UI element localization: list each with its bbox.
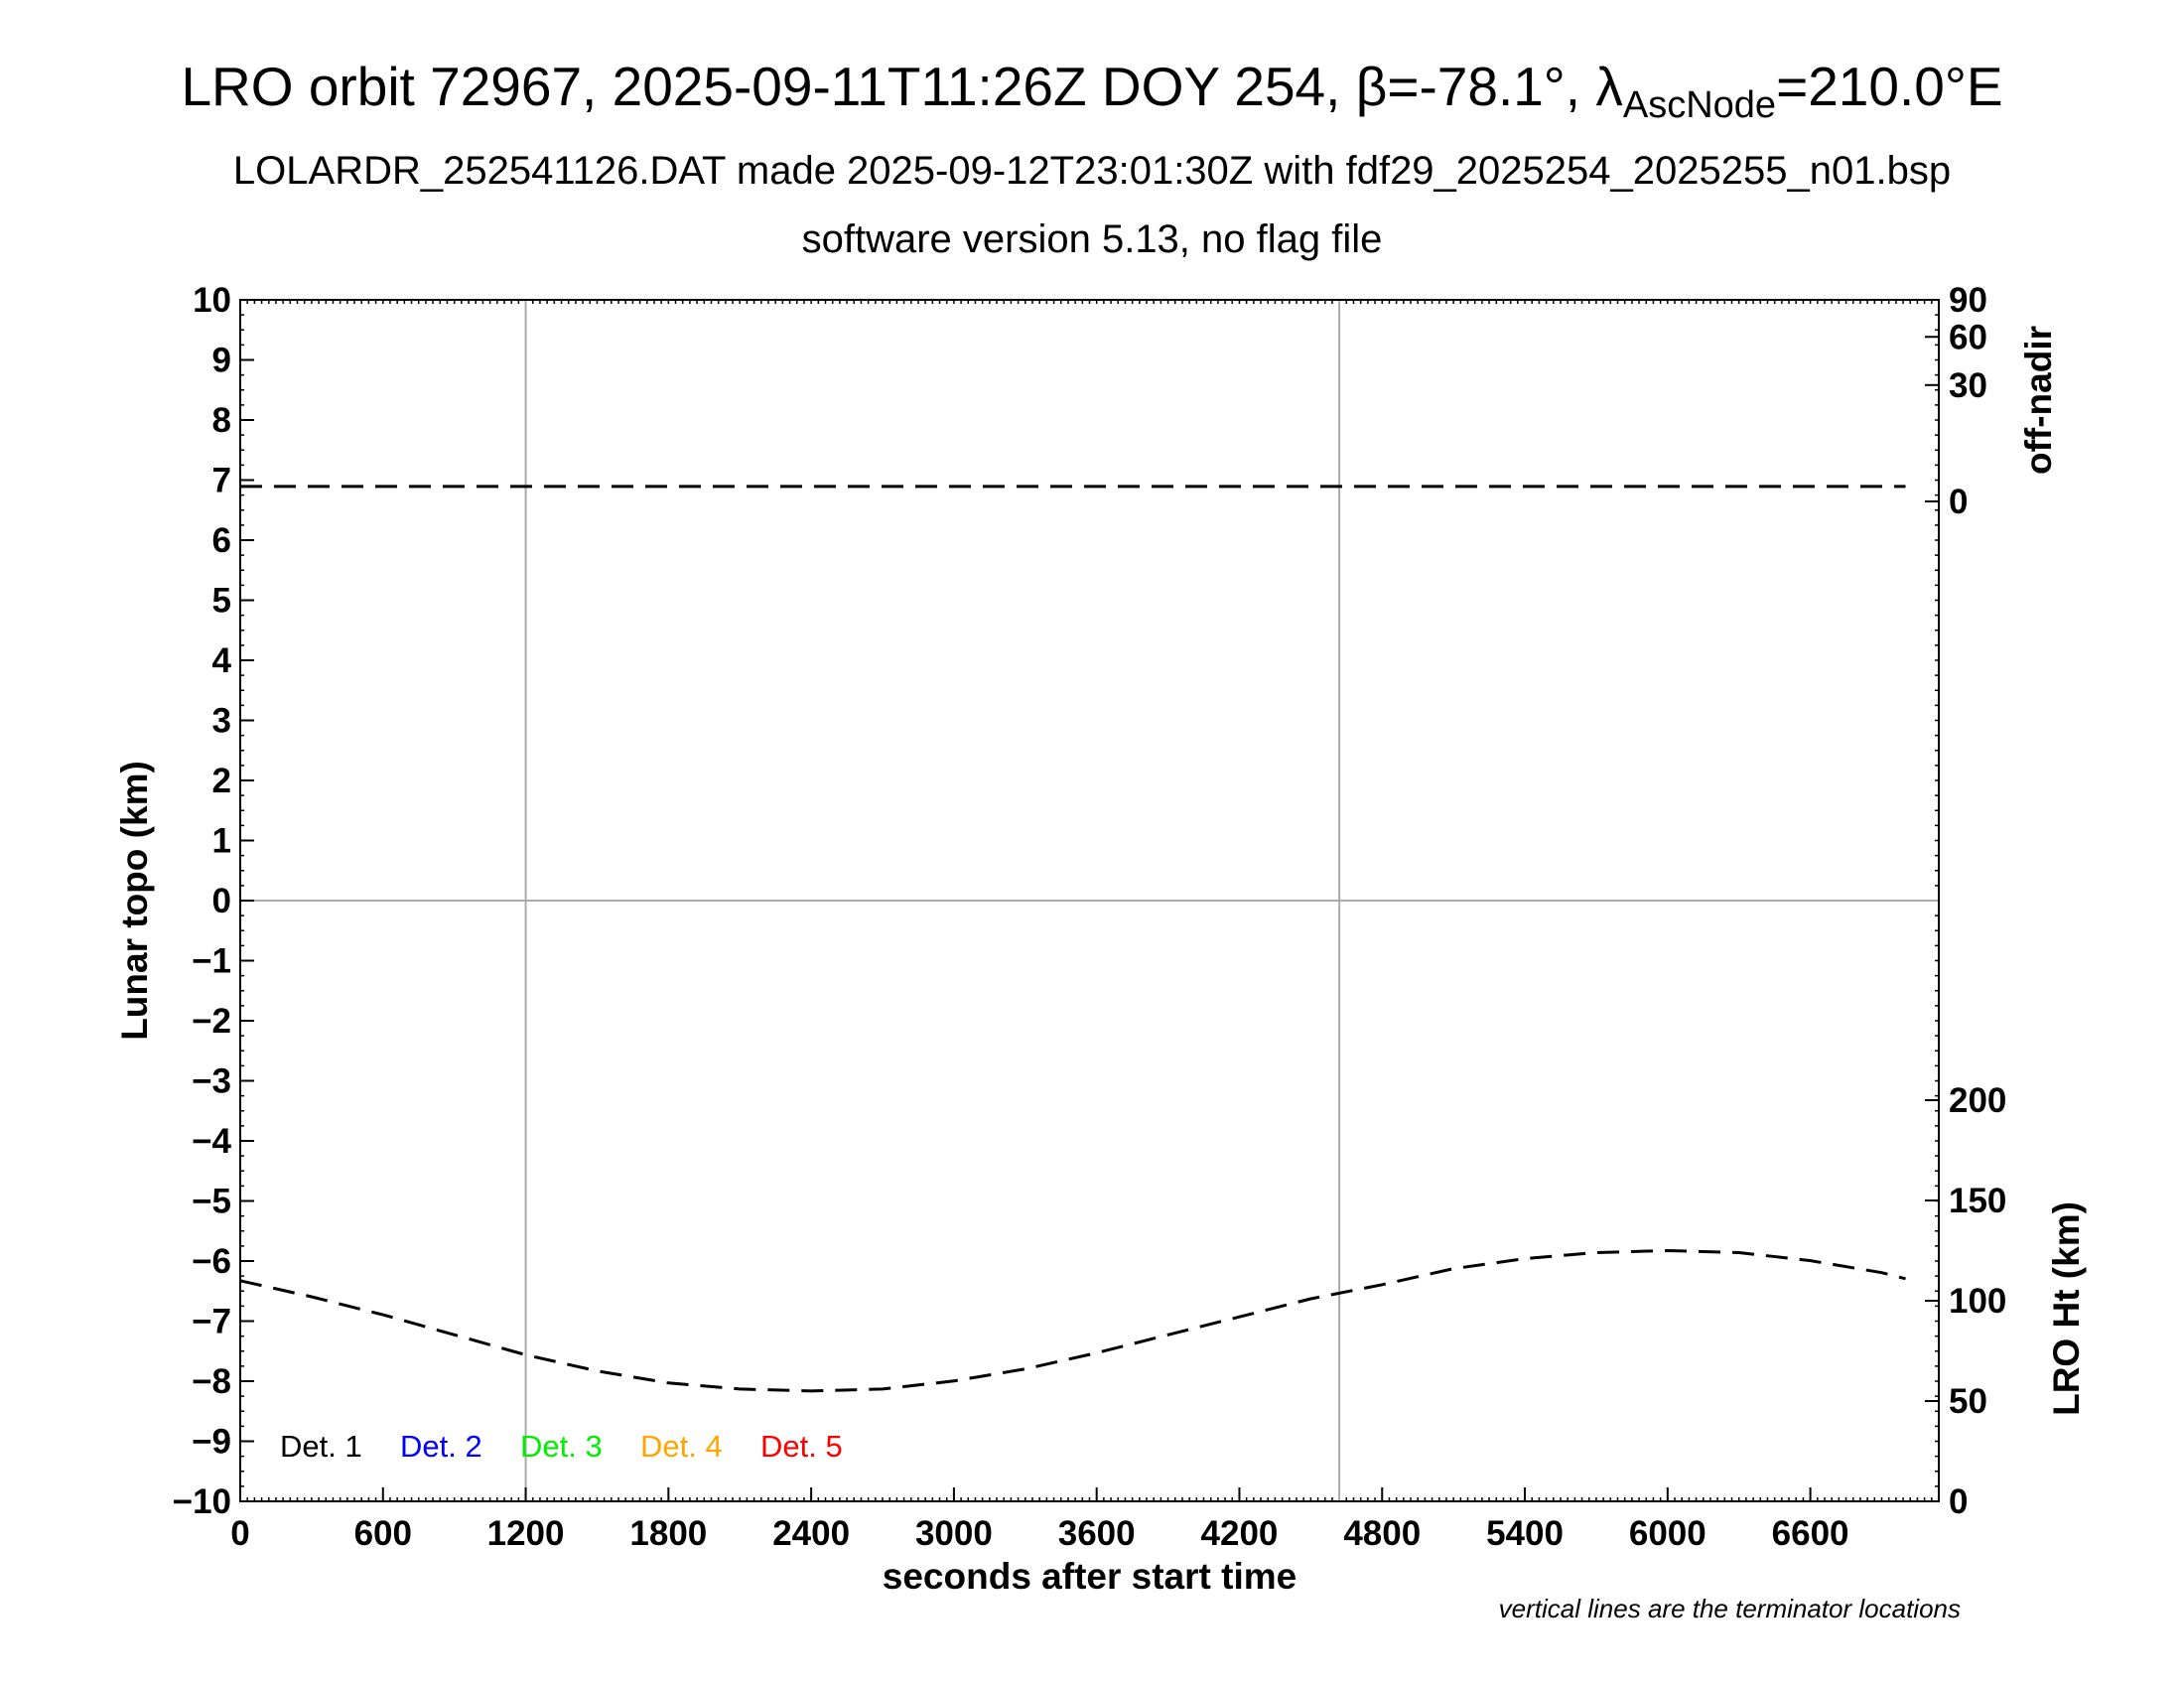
x-axis: 0 600 1200 1800 2400 3000 3600 4200 4800 5400 6000…	[230, 1487, 1849, 1553]
legend-entry: Det. 3	[520, 1429, 603, 1464]
y-tick-label: −7	[192, 1303, 231, 1341]
legend: Det. 1 Det. 2 Det. 3 Det. 4 Det. 5	[280, 1429, 843, 1464]
y-tick-label: −9	[192, 1423, 231, 1462]
y-tick-label: −6	[192, 1242, 231, 1281]
legend-entry: Det. 1	[280, 1429, 362, 1464]
y-tick-label: −10	[173, 1482, 231, 1521]
y-tick-label: 10	[193, 281, 231, 320]
y-tick-label: 4	[212, 641, 232, 680]
series-lro-ht	[239, 1248, 1906, 1393]
y-tick-label: 9	[212, 342, 231, 380]
x-tick-label: 1800	[629, 1514, 707, 1553]
x-tick-label: 3600	[1058, 1514, 1136, 1553]
series-layer	[239, 485, 1906, 1393]
y-tick-label: 7	[212, 462, 231, 500]
y-tick-label: 3	[212, 702, 231, 741]
x-tick-label: 1200	[487, 1514, 565, 1553]
x-axis-title: seconds after start time	[883, 1556, 1297, 1597]
y-tick-label: −1	[192, 942, 231, 981]
height-tick-label: 100	[1949, 1282, 2006, 1321]
y-tick-label: −4	[192, 1122, 231, 1161]
x-tick-label: 4800	[1343, 1514, 1421, 1553]
chart-title: LRO orbit 72967, 2025-09-11T11:26Z DOY 2…	[0, 52, 2184, 124]
height-tick-label: 0	[1949, 1482, 1968, 1521]
chart-title-subscript: AscNode	[1622, 84, 1777, 126]
offnadir-axis-title: off-nadir	[2018, 326, 2059, 475]
y-tick-label: 6	[212, 521, 231, 560]
y-tick-label: −3	[192, 1062, 231, 1101]
x-tick-label: 2400	[772, 1514, 850, 1553]
chart-subtitle-version: software version 5.13, no flag file	[801, 217, 1383, 261]
offnadir-tick-label: 90	[1949, 281, 1987, 320]
x-tick-label: 6000	[1629, 1514, 1706, 1553]
height-tick-label: 200	[1949, 1081, 2006, 1120]
chart-subtitle-file: LOLARDR_252541126.DAT made 2025-09-12T23…	[232, 149, 1952, 193]
offnadir-tick-label: 0	[1949, 483, 1968, 521]
legend-entry: Det. 2	[400, 1429, 482, 1464]
x-tick-label: 6600	[1772, 1514, 1849, 1553]
height-tick-label: 50	[1949, 1382, 1987, 1421]
terminator-note: vertical lines are the terminator locati…	[1499, 1594, 1961, 1623]
y-tick-label: 8	[212, 401, 231, 440]
height-tick-label: 150	[1949, 1182, 2006, 1220]
y-tick-label: 2	[212, 762, 231, 800]
y-axis-title: Lunar topo (km)	[114, 761, 155, 1041]
y-tick-label: −5	[192, 1183, 231, 1221]
y-tick-label: −8	[192, 1362, 231, 1401]
legend-entry: Det. 5	[760, 1429, 843, 1464]
legend-entry: Det. 4	[640, 1429, 723, 1464]
offnadir-tick-label: 30	[1949, 366, 1987, 405]
offnadir-tick-label: 60	[1949, 318, 1987, 356]
x-tick-label: 4200	[1201, 1514, 1279, 1553]
x-tick-label: 600	[354, 1514, 412, 1553]
chart-title-main: LRO orbit 72967, 2025-09-11T11:26Z DOY 2…	[181, 56, 1623, 117]
y-tick-label: 1	[212, 822, 231, 861]
height-axis-title: LRO Ht (km)	[2046, 1201, 2087, 1416]
y-tick-label: −2	[192, 1002, 231, 1041]
x-tick-label: 5400	[1486, 1514, 1564, 1553]
x-tick-label: 0	[230, 1514, 249, 1553]
y-tick-label: 5	[212, 582, 231, 621]
reference-lines	[240, 300, 1939, 1501]
y-tick-label: 0	[212, 882, 231, 920]
chart-title-tail: =210.0°E	[1776, 56, 2003, 117]
x-tick-label: 3000	[915, 1514, 993, 1553]
